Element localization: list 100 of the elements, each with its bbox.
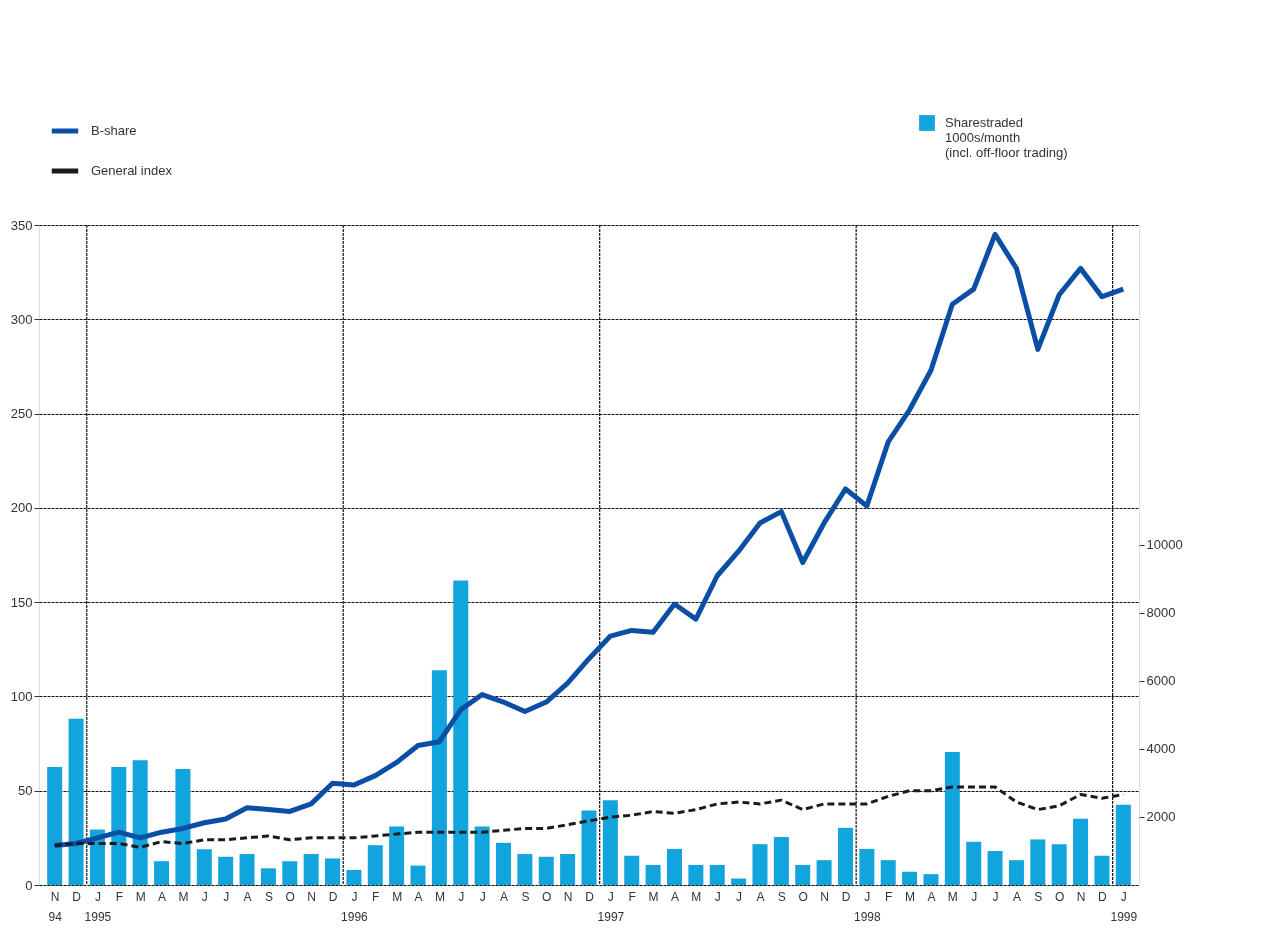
x-tick-label: F [115, 889, 123, 904]
bar [496, 842, 512, 885]
x-tick-label: M [648, 889, 659, 904]
x-tick-label: J 1998 [853, 889, 882, 924]
bar [1115, 804, 1131, 885]
bar [1008, 860, 1024, 885]
x-tick-label: D [1098, 889, 1108, 904]
x-tick-label: J [201, 889, 208, 904]
bar [410, 865, 426, 885]
bar [902, 871, 918, 885]
bar [795, 864, 811, 885]
bar [602, 800, 618, 885]
legend-label: General index [91, 163, 173, 178]
x-tick-label: S [264, 889, 273, 904]
bar [560, 854, 576, 885]
x-tick-label: A [158, 889, 167, 904]
bar [966, 841, 982, 885]
x-tick-label: F [372, 889, 380, 904]
y-tick-label: 0 [25, 877, 33, 893]
bar [944, 751, 960, 885]
x-tick-label: S [777, 889, 786, 904]
x-tick-label: A [756, 889, 765, 904]
x-tick-label: A [670, 889, 679, 904]
y-tick-label: 150 [10, 594, 33, 610]
x-tick-label: J 1996 [341, 889, 369, 924]
x-tick-label: S [1034, 889, 1043, 904]
bar [303, 854, 319, 885]
y2-tick-label: 10000 [1146, 537, 1183, 553]
bar [47, 766, 63, 885]
bar [132, 760, 148, 885]
bar [987, 850, 1003, 885]
bar [773, 837, 789, 885]
x-tick-label: M [392, 889, 403, 904]
x-tick-label: N 94 [48, 889, 63, 924]
bar [709, 864, 725, 885]
x-tick-label: N [820, 889, 829, 904]
bar [431, 670, 447, 885]
y-tick-label: 350 [10, 217, 33, 233]
x-tick-label: N [1076, 889, 1086, 904]
y2-tick-label: 8000 [1146, 605, 1176, 621]
bar [816, 860, 832, 885]
x-tick-label: M [178, 889, 189, 904]
bar [325, 858, 341, 885]
y2-tick-label: 4000 [1146, 741, 1176, 757]
bar [389, 826, 405, 885]
x-tick-label: F [885, 889, 893, 904]
x-tick-label: J [223, 889, 230, 904]
bar [154, 861, 170, 885]
x-tick-label: J [971, 889, 978, 904]
legend-label: B-share [91, 123, 137, 138]
x-tick-label: J [992, 889, 999, 904]
x-tick-label: J 1999 [1110, 889, 1138, 924]
x-tick-label: J [458, 889, 465, 904]
x-tick-label: M [691, 889, 702, 904]
bar [538, 856, 554, 885]
x-tick-label: J [736, 889, 743, 904]
bar [453, 580, 469, 885]
x-tick-label: M [905, 889, 916, 904]
x-tick-label: D [72, 889, 82, 904]
x-tick-label: F [628, 889, 636, 904]
bar [68, 718, 84, 885]
bar [731, 878, 747, 885]
bar [196, 849, 212, 885]
x-tick-label: O [285, 889, 295, 904]
bar [1030, 839, 1046, 885]
x-tick-label: J [714, 889, 721, 904]
x-tick-label: A [414, 889, 423, 904]
bar [880, 860, 896, 885]
x-tick-label: A [927, 889, 936, 904]
bar [666, 848, 682, 885]
y-tick-label: 250 [10, 406, 33, 422]
bar [175, 768, 191, 885]
y-tick-label: 200 [10, 500, 33, 516]
bar [752, 844, 768, 885]
x-tick-label: N [563, 889, 573, 904]
x-tick-label: D [841, 889, 851, 904]
x-tick-label: J 1995 [84, 889, 112, 924]
x-tick-label: D [328, 889, 338, 904]
x-tick-label: A [500, 889, 509, 904]
bar [581, 810, 597, 885]
x-tick-label: A [1012, 889, 1021, 904]
x-tick-label: A [243, 889, 252, 904]
bar [688, 864, 704, 885]
x-tick-label: N [307, 889, 316, 904]
y2-tick-label: 6000 [1146, 673, 1176, 689]
bar [282, 861, 298, 885]
bar [517, 854, 533, 885]
bar [474, 826, 490, 885]
legend-label: Sharestraded 1000s/month (incl. off-floor trading) [945, 115, 1068, 160]
x-tick-label: M [135, 889, 146, 904]
x-tick-label: O [542, 889, 552, 904]
x-tick-label: M [434, 889, 445, 904]
bar [346, 870, 362, 885]
bar [1051, 844, 1067, 885]
x-tick-label: O [798, 889, 808, 904]
x-tick-label: M [947, 889, 958, 904]
bar [837, 827, 853, 885]
x-tick-label: D [585, 889, 595, 904]
x-tick-label: J [479, 889, 486, 904]
bar [859, 848, 875, 885]
